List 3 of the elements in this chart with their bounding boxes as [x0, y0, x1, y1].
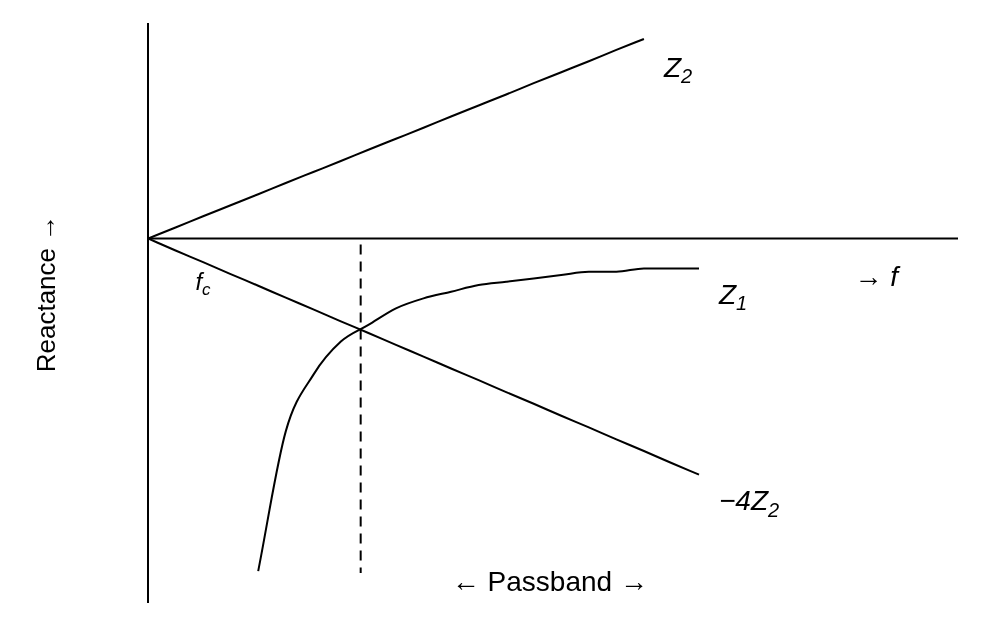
- y-axis-title: Reactance →: [31, 214, 62, 373]
- annotation: ← Passband →: [451, 565, 648, 597]
- text: → f: [854, 261, 902, 293]
